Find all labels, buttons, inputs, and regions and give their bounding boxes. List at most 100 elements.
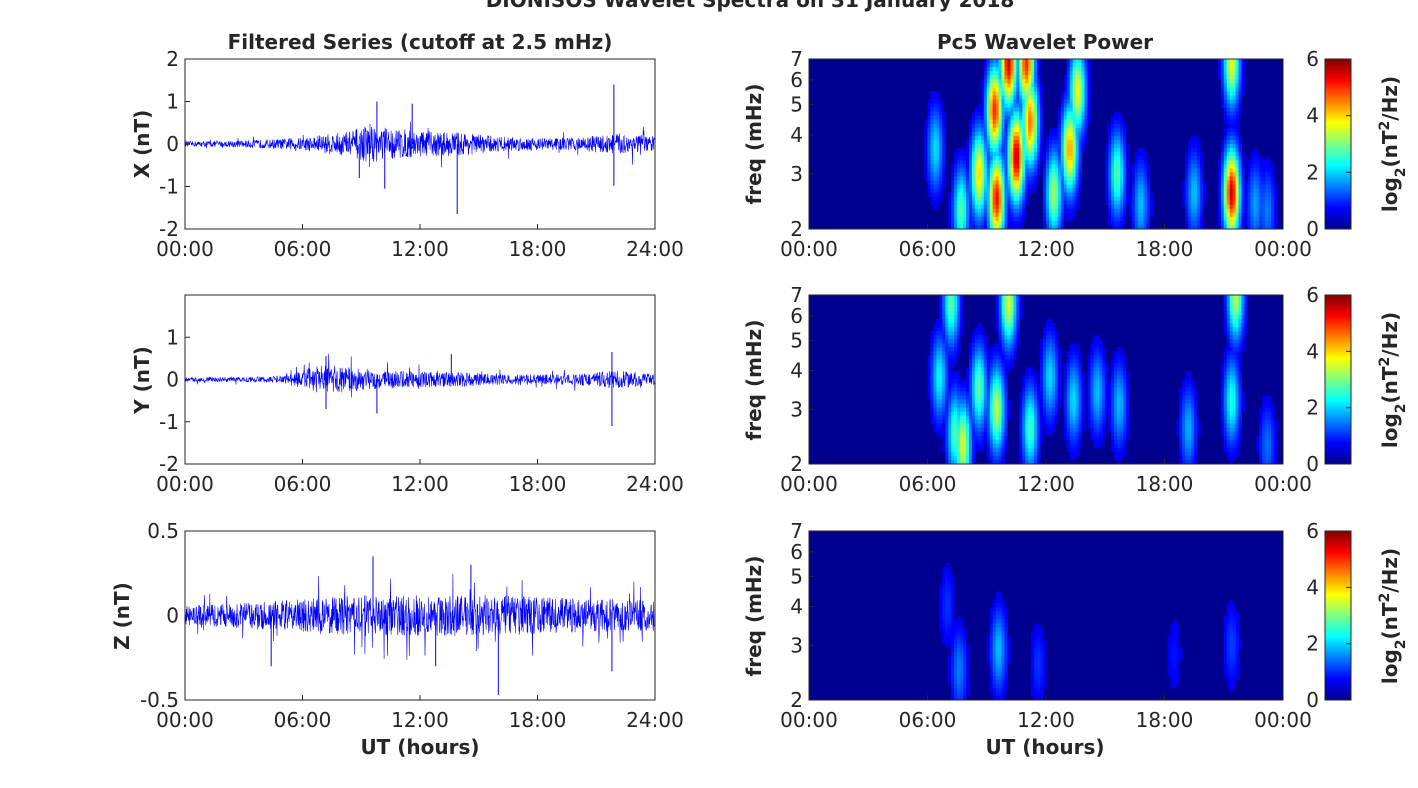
power-cell <box>1025 75 1029 80</box>
power-cell <box>1090 347 1094 352</box>
power-cell <box>1232 160 1236 165</box>
power-cell <box>963 379 967 384</box>
series-x-tick-label: 12:00 <box>391 237 449 261</box>
power-cell <box>1105 407 1109 413</box>
power-cell <box>930 347 934 352</box>
power-cell <box>1010 59 1014 64</box>
power-cell <box>1247 208 1251 214</box>
power-cell <box>998 119 1002 125</box>
y-tick-label: -2 <box>159 217 179 241</box>
power-cell <box>995 107 999 113</box>
power-cell <box>1010 351 1014 356</box>
x-wavelet-y-label: freq (mHz) <box>742 84 766 205</box>
power-cell <box>1179 395 1183 401</box>
power-cell <box>1025 411 1029 417</box>
power-cell <box>1223 359 1228 364</box>
power-cell <box>1179 391 1183 396</box>
power-cell <box>1223 399 1228 405</box>
wavelet-x-tick-label: 06:00 <box>899 237 957 261</box>
power-cell <box>1072 87 1077 92</box>
power-cell <box>957 403 961 409</box>
power-cell <box>1105 160 1109 165</box>
power-cell <box>983 111 988 117</box>
power-cell <box>1111 192 1115 198</box>
power-cell <box>927 363 931 368</box>
power-cell <box>1031 399 1035 405</box>
power-cell <box>1004 119 1008 125</box>
power-cell <box>1143 164 1148 169</box>
power-cell <box>1046 335 1050 340</box>
y-tick-label: -0.5 <box>140 688 179 712</box>
power-cell <box>1028 407 1032 413</box>
power-cell <box>1143 152 1148 157</box>
power-cell <box>1075 355 1079 360</box>
power-cell <box>1060 164 1065 169</box>
power-cell <box>1123 419 1127 425</box>
power-cell <box>1114 135 1118 141</box>
power-cell <box>1069 351 1074 356</box>
power-cell <box>1125 375 1130 380</box>
power-cell <box>1262 439 1266 445</box>
power-cell <box>1001 115 1005 121</box>
power-cell <box>1120 375 1124 380</box>
power-cell <box>986 192 991 198</box>
power-cell <box>966 379 970 384</box>
power-cell <box>971 363 976 368</box>
power-cell <box>1037 387 1041 392</box>
power-cell <box>1241 327 1245 332</box>
power-cell <box>1235 220 1239 226</box>
power-cell <box>1040 431 1044 437</box>
power-cell <box>974 107 979 113</box>
power-cell <box>1001 299 1005 304</box>
power-cell <box>1001 160 1005 165</box>
power-cell <box>957 443 961 449</box>
power-cell <box>954 188 958 193</box>
power-cell <box>933 95 937 100</box>
power-cell <box>971 164 976 169</box>
power-cell <box>1220 411 1225 417</box>
power-cell <box>998 71 1002 76</box>
power-cell <box>1099 443 1103 449</box>
y-tick-label: -1 <box>159 410 179 434</box>
power-cell <box>960 447 964 453</box>
power-cell <box>1241 315 1245 320</box>
power-cell <box>960 220 964 226</box>
power-cell <box>1054 220 1059 226</box>
power-cell <box>1117 127 1121 133</box>
power-cell <box>1034 63 1038 68</box>
power-cell <box>1075 144 1079 149</box>
power-cell <box>1072 131 1077 137</box>
power-cell <box>1108 407 1112 413</box>
power-cell <box>1241 83 1245 88</box>
power-cell <box>995 427 999 433</box>
power-cell <box>1226 355 1231 360</box>
power-cell <box>1046 152 1050 157</box>
power-cell <box>1078 144 1082 149</box>
power-cell <box>1114 351 1118 356</box>
power-cell <box>942 415 946 421</box>
power-cell <box>1123 168 1127 173</box>
series-x-tick-label: 06:00 <box>274 237 332 261</box>
power-cell <box>1007 204 1011 210</box>
power-cell <box>954 196 958 202</box>
power-cell <box>1057 367 1062 372</box>
power-cell <box>1223 363 1228 368</box>
power-cell <box>1057 111 1062 117</box>
power-cell <box>974 439 979 445</box>
power-cell <box>930 111 934 117</box>
power-cell <box>1226 119 1231 125</box>
power-cell <box>1232 148 1236 153</box>
power-cell <box>1031 164 1035 169</box>
y-tick-label: 0 <box>166 368 179 392</box>
power-cell <box>992 347 997 352</box>
power-cell <box>1191 379 1195 384</box>
power-cell <box>1019 407 1023 413</box>
power-cell <box>1232 99 1236 104</box>
power-cell <box>939 399 943 405</box>
power-cell <box>1016 103 1020 108</box>
power-cell <box>1232 216 1236 222</box>
power-cell <box>1259 200 1263 206</box>
power-cell <box>1001 399 1005 405</box>
power-cell <box>1128 208 1133 214</box>
